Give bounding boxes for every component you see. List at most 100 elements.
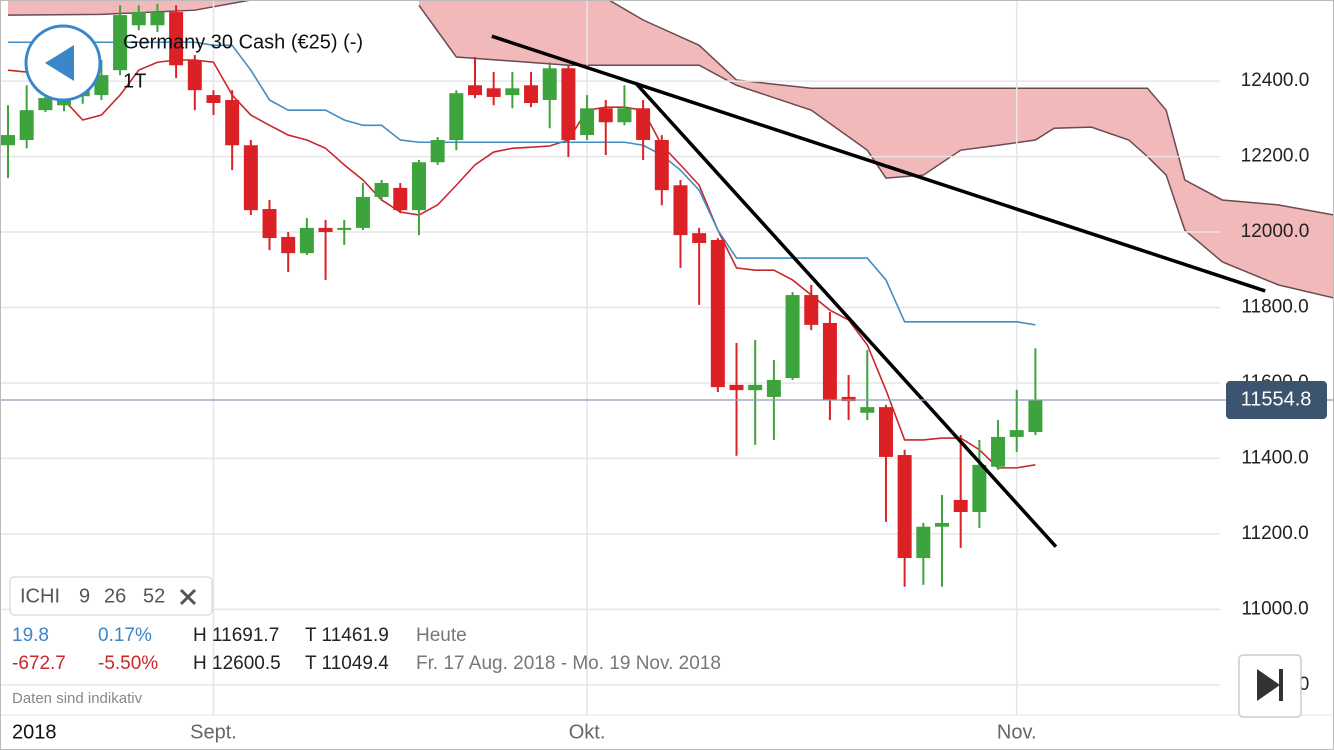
candle-body [860, 407, 875, 413]
candle-body [94, 75, 109, 96]
x-axis-bar [0, 715, 1334, 750]
year-label: 2018 [12, 721, 57, 743]
candle-body [281, 236, 296, 254]
cloud-fill [418, 0, 1334, 299]
y-tick-label: 12000.0 [1241, 221, 1310, 242]
candle-body [374, 182, 389, 197]
cloud-edge [7, 0, 251, 16]
stat-period: Fr. 17 Aug. 2018 - Mo. 19 Nov. 2018 [416, 653, 721, 674]
candle-body [318, 227, 333, 233]
stat-change-pct: -5.50% [98, 653, 158, 674]
candle-body [822, 322, 837, 400]
trend-line [491, 34, 1266, 293]
stat-change: 19.8 [12, 625, 49, 646]
candle-body [748, 384, 763, 391]
stat-high: H 12600.5 [193, 653, 281, 674]
plot-area: 10800.011000.011200.011400.011600.011800… [0, 0, 1334, 715]
stat-high: H 11691.7 [193, 625, 279, 646]
candle-body [1028, 400, 1043, 433]
indicator-param: 9 [79, 585, 90, 607]
candle-body [468, 85, 482, 96]
candle-body [206, 95, 221, 104]
candle-body [804, 295, 819, 325]
candle-body [449, 93, 464, 140]
candle-body [617, 108, 632, 123]
remove-indicator[interactable] [179, 588, 197, 606]
jump-icon [1279, 669, 1283, 701]
candle-body [393, 187, 408, 211]
candle-body [486, 88, 501, 97]
candle-body [710, 239, 725, 388]
stat-change: -672.7 [12, 653, 66, 674]
y-tick-label: 12200.0 [1241, 146, 1310, 167]
candle-body [19, 110, 34, 140]
cloud-edge [607, 0, 1334, 216]
candle-body [561, 68, 576, 140]
candle-body [299, 227, 314, 254]
candle-body [673, 185, 688, 236]
price-tag-label: 11554.8 [1241, 388, 1312, 410]
candle-body [878, 407, 893, 457]
candle-body [542, 68, 557, 100]
candle-body [598, 108, 613, 123]
indicator-name: ICHI [20, 585, 60, 607]
y-tick-label: 11200.0 [1241, 523, 1308, 544]
candle-body [150, 12, 165, 26]
period: 1T [123, 70, 146, 92]
title: Germany 30 Cash (€25) (-) [123, 31, 363, 53]
candle-body [225, 99, 240, 146]
candle-body [524, 85, 539, 104]
cloud-edge [418, 4, 1334, 299]
candle-body [505, 88, 520, 96]
candle-body [262, 209, 277, 239]
candle-body [897, 455, 912, 559]
back-icon [45, 45, 74, 81]
candle-body [187, 59, 202, 91]
candle-body [766, 379, 781, 397]
x-tick-label: Okt. [569, 721, 606, 743]
candle-body [38, 98, 53, 111]
candle-body [636, 108, 651, 140]
cloud-fill [8, 0, 251, 16]
candle-body [692, 233, 707, 243]
candle-body [785, 295, 800, 379]
candle-body [953, 499, 968, 513]
y-tick-label: 12400.0 [1241, 70, 1310, 91]
candle-body [841, 396, 856, 402]
price-tag [1226, 381, 1327, 420]
indicator-chip[interactable] [9, 576, 213, 616]
candle-body [654, 139, 669, 191]
disclaimer: Daten sind indikativ [12, 690, 143, 707]
candle-body [169, 12, 184, 66]
candle-body [935, 522, 949, 527]
candle-body [131, 12, 146, 26]
candle-body [1, 135, 15, 146]
y-tick-label: 11000.0 [1241, 598, 1308, 619]
candle-body [337, 227, 352, 230]
candle-body [243, 145, 258, 211]
close-icon [179, 588, 197, 606]
y-tick-label: 11400.0 [1241, 447, 1308, 468]
indicator-param: 52 [143, 585, 165, 607]
stat-low: T 11049.4 [305, 653, 389, 674]
candle-body [916, 526, 931, 559]
stat-period: Heute [416, 625, 467, 646]
candle-body [991, 436, 1006, 467]
candle-body [411, 162, 426, 211]
jump-icon [1257, 669, 1280, 701]
stat-low: T 11461.9 [305, 625, 389, 646]
y-tick-label: 11800.0 [1241, 297, 1308, 318]
candle-body [580, 108, 595, 136]
x-tick-label: Nov. [997, 721, 1037, 743]
candle-body [430, 139, 445, 163]
indicator-param: 26 [104, 585, 126, 607]
x-tick-label: Sept. [190, 721, 237, 743]
trend-line [634, 81, 1058, 548]
candle-body [355, 196, 370, 228]
candle-body [729, 384, 744, 391]
candle-body [1009, 430, 1024, 437]
candle-body [113, 15, 128, 71]
stat-change-pct: 0.17% [98, 625, 152, 646]
